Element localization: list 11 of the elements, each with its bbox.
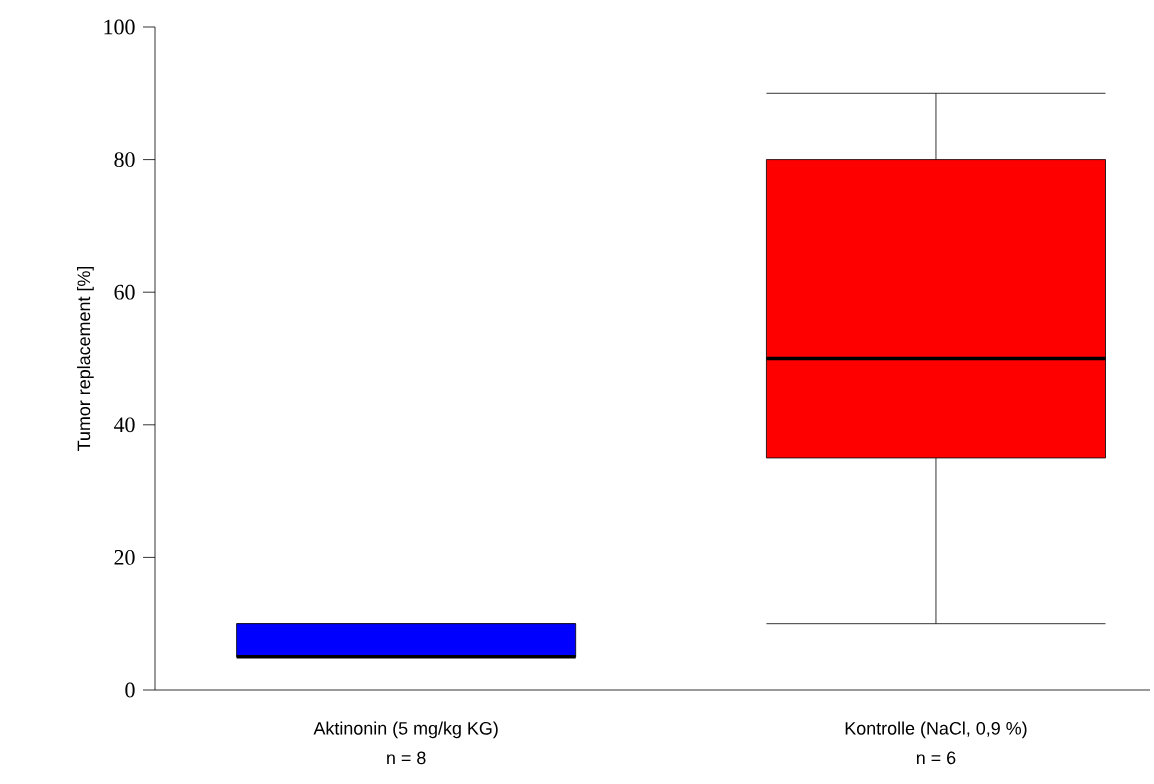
y-axis-title: Tumor replacement [%]: [77, 266, 94, 451]
text: n = 8: [387, 751, 426, 765]
text: n = 6: [916, 751, 956, 765]
y-tick-label: 100: [104, 19, 135, 35]
x-tick-label: Aktinonin (5 mg/kg KG): [313, 721, 498, 739]
y-tick-label: 40: [113, 417, 135, 433]
y-tick-label: 60: [114, 284, 135, 300]
y-tick-label: 20: [114, 550, 135, 565]
y-tick-label: 80: [114, 152, 135, 167]
x-tick-label: Kontrolle (NaCl, 0,9 %): [845, 721, 1027, 739]
y-tick-label: 0: [125, 682, 135, 698]
